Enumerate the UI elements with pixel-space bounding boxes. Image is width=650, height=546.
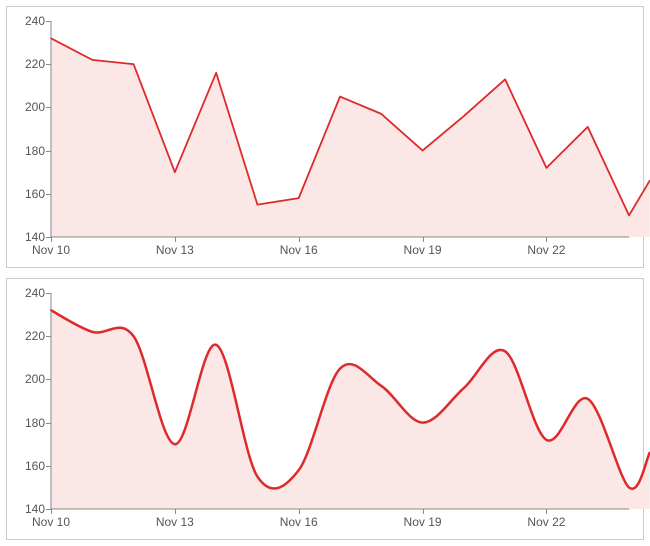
x-tick-mark bbox=[546, 237, 547, 242]
x-tick-mark bbox=[423, 509, 424, 514]
page: 140160180200220240Nov 10Nov 13Nov 16Nov … bbox=[0, 0, 650, 546]
x-tick-mark bbox=[299, 509, 300, 514]
chart-panel-bottom: 140160180200220240Nov 10Nov 13Nov 16Nov … bbox=[6, 278, 644, 540]
chart-svg bbox=[51, 293, 629, 509]
x-tick-mark bbox=[175, 237, 176, 242]
plot-area-bottom: 140160180200220240Nov 10Nov 13Nov 16Nov … bbox=[51, 293, 629, 509]
chart-svg bbox=[51, 21, 629, 237]
x-tick-mark bbox=[51, 509, 52, 514]
series-area bbox=[51, 310, 650, 509]
x-tick-mark bbox=[546, 509, 547, 514]
x-tick-mark bbox=[175, 509, 176, 514]
x-tick-mark bbox=[423, 237, 424, 242]
x-tick-mark bbox=[299, 237, 300, 242]
x-tick-mark bbox=[51, 237, 52, 242]
chart-panel-top: 140160180200220240Nov 10Nov 13Nov 16Nov … bbox=[6, 6, 644, 268]
series-area bbox=[51, 38, 650, 237]
plot-area-top: 140160180200220240Nov 10Nov 13Nov 16Nov … bbox=[51, 21, 629, 237]
